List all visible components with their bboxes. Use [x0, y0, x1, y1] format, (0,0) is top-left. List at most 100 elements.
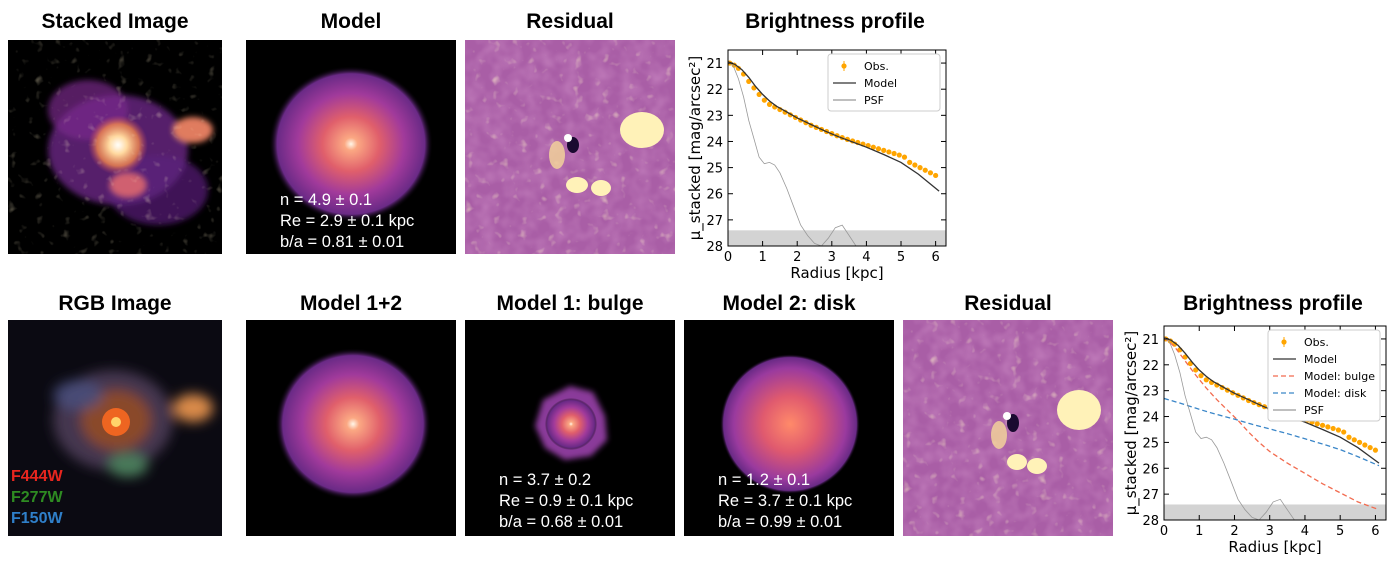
- model-bulge-line: [1164, 337, 1380, 511]
- x-tick-label: 2: [1230, 524, 1238, 539]
- shaded-band: [728, 230, 946, 246]
- y-tick-label: 23: [1142, 385, 1159, 400]
- y-tick-label: 26: [706, 188, 723, 203]
- chart-title-bottom: Brightness profile: [1183, 292, 1363, 315]
- x-tick-label: 1: [1195, 524, 1203, 539]
- obs-point: [1356, 439, 1363, 445]
- obs-point: [912, 162, 918, 168]
- obs-point: [896, 152, 902, 158]
- filter-label-f150w: F150W: [11, 510, 63, 527]
- obs-point: [881, 147, 887, 153]
- x-tick-label: 4: [1301, 524, 1309, 539]
- x-tick-label: 5: [897, 250, 905, 265]
- legend-label: PSF: [1304, 404, 1324, 417]
- y-tick-label: 24: [1142, 411, 1159, 426]
- filter-label-f444w: F444W: [11, 468, 63, 485]
- x-tick-label: 1: [758, 250, 766, 265]
- panel-title-model: Model: [320, 10, 382, 33]
- obs-point: [927, 170, 934, 176]
- x-axis-label: Radius [kpc]: [1228, 538, 1321, 556]
- model12-image: [246, 320, 456, 536]
- legend-label: Obs.: [1304, 336, 1329, 349]
- obs-point: [875, 146, 882, 152]
- obs-point: [907, 159, 913, 165]
- x-tick-label: 6: [1371, 524, 1379, 539]
- obs-point: [1346, 434, 1352, 440]
- y-axis-label: μ_stacked [mag/arcsec²]: [1122, 331, 1141, 516]
- y-tick-label: 22: [1142, 359, 1159, 374]
- stacked-image: [8, 40, 222, 254]
- obs-point: [922, 167, 928, 173]
- bulge-effective-radius: Re = 0.9 ± 0.1 kpc: [499, 492, 634, 510]
- obs-point: [891, 150, 897, 157]
- obs-point: [1362, 442, 1368, 448]
- panel-title-residual-2: Residual: [964, 292, 1052, 315]
- bulge-image: n = 3.7 ± 0.2 Re = 0.9 ± 0.1 kpc b/a = 0…: [465, 320, 675, 536]
- obs-point: [870, 144, 876, 150]
- model-disk-line: [1164, 397, 1380, 467]
- disk-axis-ratio: b/a = 0.99 ± 0.01: [718, 513, 843, 531]
- obs-point: [1330, 425, 1336, 432]
- panel-title-bulge: Model 1: bulge: [496, 292, 644, 315]
- obs-point: [1325, 424, 1331, 430]
- legend-label: Model: [864, 77, 897, 90]
- x-tick-label: 2: [793, 250, 801, 265]
- obs-point: [1367, 444, 1373, 451]
- obs-point: [1341, 429, 1347, 435]
- obs-point: [1193, 367, 1199, 373]
- legend-label: Obs.: [864, 60, 889, 73]
- disk-effective-radius: Re = 3.7 ± 0.1 kpc: [718, 492, 853, 510]
- obs-point: [933, 172, 939, 179]
- plot-frame: [1163, 325, 1387, 521]
- shaded-band: [1164, 504, 1386, 520]
- y-tick-label: 26: [1142, 462, 1159, 477]
- obs-point: [756, 91, 762, 98]
- psf-line: [728, 61, 857, 246]
- residual-image-2: [903, 320, 1113, 536]
- legend-label: PSF: [864, 94, 884, 107]
- y-tick-label: 22: [706, 83, 723, 98]
- y-tick-label: 27: [706, 214, 723, 229]
- y-tick-label: 24: [706, 135, 723, 150]
- x-tick-label: 3: [1266, 524, 1274, 539]
- x-axis-label: Radius [kpc]: [790, 264, 883, 282]
- x-tick-label: 3: [828, 250, 836, 265]
- obs-point: [886, 149, 892, 155]
- obs-point: [1198, 373, 1204, 379]
- obs-point: [1319, 422, 1326, 428]
- y-axis-label: μ_stacked [mag/arcsec²]: [686, 56, 705, 241]
- bulge-axis-ratio: b/a = 0.68 ± 0.01: [499, 513, 624, 531]
- y-tick-label: 28: [706, 240, 723, 255]
- model-line: [728, 61, 940, 192]
- panel-title-residual: Residual: [526, 10, 614, 33]
- panel-title-model12: Model 1+2: [299, 292, 403, 315]
- panel-title-stacked: Stacked Image: [41, 10, 189, 33]
- obs-point: [1335, 427, 1342, 433]
- obs-point: [1314, 421, 1320, 427]
- legend-label: Model: bulge: [1304, 370, 1375, 383]
- obs-point: [1372, 447, 1379, 453]
- panel-title-rgb: RGB Image: [58, 292, 172, 315]
- x-tick-label: 0: [1160, 524, 1168, 539]
- x-tick-label: 4: [862, 250, 870, 265]
- plot-frame: [727, 49, 947, 247]
- rgb-image: F444W F277W F150W: [8, 320, 222, 536]
- obs-point: [766, 101, 773, 107]
- y-tick-label: 25: [1142, 436, 1159, 451]
- bulge-sersic-n: n = 3.7 ± 0.2: [499, 471, 592, 489]
- residual-image: [465, 40, 675, 254]
- y-tick-label: 28: [1142, 514, 1159, 529]
- y-tick-label: 27: [1142, 488, 1159, 503]
- model-sersic-n: n = 4.9 ± 0.1: [280, 191, 373, 209]
- y-tick-label: 21: [1142, 333, 1159, 348]
- y-tick-label: 25: [706, 162, 723, 177]
- y-tick-label: 23: [706, 109, 723, 124]
- model-effective-radius: Re = 2.9 ± 0.1 kpc: [280, 212, 415, 230]
- disk-image: n = 1.2 ± 0.1 Re = 3.7 ± 0.1 kpc b/a = 0…: [684, 320, 894, 536]
- obs-point: [901, 154, 908, 160]
- obs-point: [917, 165, 923, 171]
- obs-point: [761, 97, 767, 103]
- obs-point: [735, 65, 741, 71]
